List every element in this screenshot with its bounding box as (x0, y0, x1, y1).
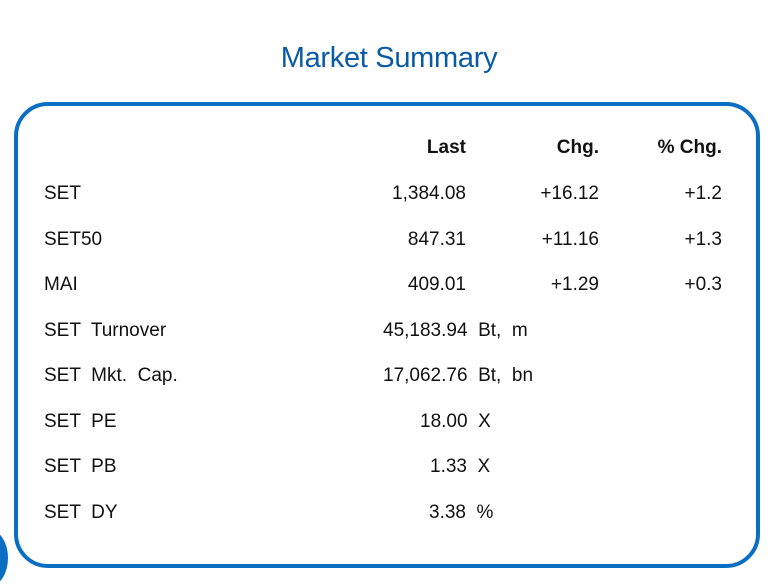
stat-value-pb: 1.33 X (430, 456, 491, 477)
stat-value-dy: 3.38 % (429, 502, 494, 523)
row-label-mai: MAI (44, 274, 78, 295)
header-chg: Chg. (556, 137, 599, 158)
decorative-circle (0, 530, 8, 586)
summary-panel (14, 102, 760, 568)
page-title: Market Summary (280, 42, 498, 74)
row-label-set50: SET50 (44, 229, 103, 250)
header-last: Last (426, 137, 466, 158)
row-last-mai: 409.01 (407, 274, 466, 295)
row-pct-set: +1.2 (684, 183, 722, 204)
stat-value-mkt-cap: 17,062.76 Bt, bn (383, 365, 534, 386)
row-label-set: SET (44, 183, 81, 204)
stat-label-pe: SET PE (44, 411, 117, 432)
row-last-set50: 847.31 (407, 229, 466, 250)
stat-label-pb: SET PB (44, 456, 117, 477)
row-chg-set: +16.12 (540, 183, 599, 204)
stat-value-turnover: 45,183.94 Bt, m (383, 320, 528, 341)
row-last-set: 1,384.08 (392, 183, 466, 204)
row-chg-mai: +1.29 (550, 274, 599, 295)
row-pct-mai: +0.3 (684, 274, 722, 295)
stat-label-dy: SET DY (44, 502, 118, 523)
header-pct-chg: % Chg. (657, 137, 722, 158)
row-pct-set50: +1.3 (684, 229, 722, 250)
row-chg-set50: +11.16 (541, 229, 599, 250)
stat-value-pe: 18.00 X (420, 411, 491, 432)
stat-label-mkt-cap: SET Mkt. Cap. (44, 365, 178, 386)
stat-label-turnover: SET Turnover (44, 320, 167, 341)
